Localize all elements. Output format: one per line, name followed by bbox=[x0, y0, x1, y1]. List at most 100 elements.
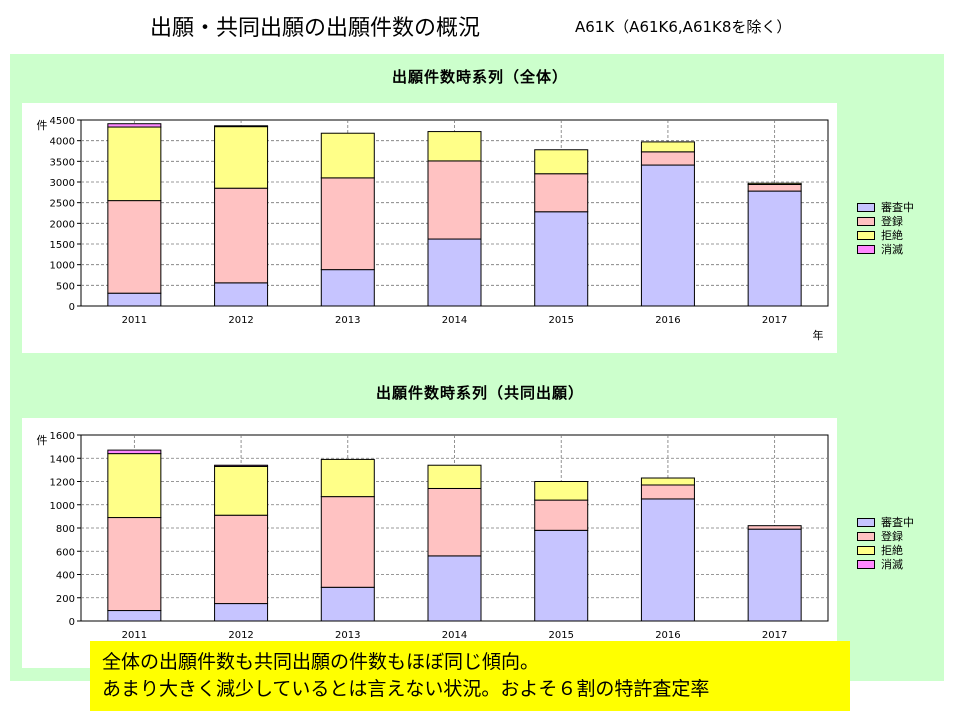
joint-ytick-label: 1000 bbox=[50, 501, 75, 512]
joint-bar-2016-拒絶 bbox=[640, 477, 695, 486]
joint-ytick-label: 1600 bbox=[50, 431, 75, 442]
joint-legend-swatch bbox=[857, 545, 875, 555]
chart-overall: 0 500 1000 1500 2000 2500 3000 3500 4000 4500 2011… bbox=[22, 103, 837, 353]
overall-legend-label: 審査中 bbox=[881, 201, 914, 214]
overall-bar-2013-登録 bbox=[320, 177, 375, 271]
overall-bar-2012-消滅 bbox=[214, 125, 269, 128]
overall-legend-item: 登録 bbox=[857, 214, 914, 228]
overall-ylabel: 件 bbox=[37, 119, 48, 132]
joint-ytick-label: 1200 bbox=[50, 478, 75, 489]
summary-box: 全体の出願件数も共同出願の件数もほぼ同じ傾向。 あまり大きく減少しているとは言え… bbox=[90, 641, 850, 711]
overall-legend-label: 拒絶 bbox=[881, 229, 903, 242]
joint-legend-label: 登録 bbox=[881, 530, 903, 543]
overall-ytick-label: 500 bbox=[56, 281, 75, 292]
overall-bar-2014-拒絶 bbox=[427, 131, 482, 162]
overall-legend-label: 登録 bbox=[881, 215, 903, 228]
overall-bar-2011-消滅 bbox=[107, 123, 162, 128]
overall-legend-item: 審査中 bbox=[857, 200, 914, 214]
joint-bar-2012-登録 bbox=[214, 514, 269, 605]
overall-ytick-label: 3000 bbox=[50, 178, 75, 189]
joint-xtick-label: 2011 bbox=[122, 630, 147, 641]
joint-ytick-label: 600 bbox=[56, 547, 75, 558]
overall-bar-2015-審査中 bbox=[534, 211, 589, 307]
overall-ytick-label: 2000 bbox=[50, 219, 75, 230]
joint-xtick-label: 2012 bbox=[228, 630, 253, 641]
overall-bar-2011-登録 bbox=[107, 200, 162, 294]
overall-xtick-label: 2011 bbox=[122, 315, 147, 326]
joint-xtick-label: 2017 bbox=[762, 630, 787, 641]
overall-xtick-label: 2013 bbox=[335, 315, 360, 326]
joint-bar-2016-登録 bbox=[640, 484, 695, 500]
summary-line-2: あまり大きく減少しているとは言えない状況。およそ６割の特許査定率 bbox=[102, 678, 710, 700]
overall-legend-swatch bbox=[857, 244, 875, 254]
joint-legend-label: 消滅 bbox=[881, 558, 903, 571]
joint-bar-2012-消滅 bbox=[214, 464, 269, 467]
joint-bar-2017-審査中 bbox=[747, 528, 802, 622]
joint-ytick-label: 400 bbox=[56, 571, 75, 582]
overall-bar-2014-審査中 bbox=[427, 238, 482, 307]
joint-bar-2013-登録 bbox=[320, 496, 375, 588]
joint-legend-item: 消滅 bbox=[857, 557, 914, 571]
joint-bar-2011-消滅 bbox=[107, 449, 162, 455]
joint-ytick-label: 200 bbox=[56, 594, 75, 605]
joint-xtick-label: 2013 bbox=[335, 630, 360, 641]
joint-bar-2015-登録 bbox=[534, 499, 589, 531]
overall-bar-2015-拒絶 bbox=[534, 149, 589, 175]
joint-ytick-label: 1400 bbox=[50, 454, 75, 465]
chart-overall-svg: 0 500 1000 1500 2000 2500 3000 3500 4000 4500 2011… bbox=[37, 116, 829, 342]
overall-bar-2013-審査中 bbox=[320, 269, 375, 307]
overall-bar-2017-登録 bbox=[747, 183, 802, 192]
overall-bar-2016-拒絶 bbox=[640, 141, 695, 153]
joint-bar-2017-登録 bbox=[747, 525, 802, 530]
legend-joint: 審査中 登録 拒絶 消滅 bbox=[857, 515, 914, 571]
joint-bar-2014-登録 bbox=[427, 487, 482, 557]
joint-ytick-label: 0 bbox=[69, 617, 75, 628]
joint-legend-swatch bbox=[857, 517, 875, 527]
overall-legend-item: 拒絶 bbox=[857, 228, 914, 242]
joint-legend-item: 審査中 bbox=[857, 515, 914, 529]
overall-ytick-label: 0 bbox=[69, 302, 75, 313]
overall-legend-label: 消滅 bbox=[881, 243, 903, 256]
summary-line-1: 全体の出願件数も共同出願の件数もほぼ同じ傾向。 bbox=[102, 651, 540, 673]
joint-legend-swatch bbox=[857, 559, 875, 569]
overall-legend-swatch bbox=[857, 230, 875, 240]
joint-bar-2015-審査中 bbox=[534, 529, 589, 622]
overall-ytick-label: 4500 bbox=[50, 116, 75, 127]
overall-bar-2012-拒絶 bbox=[214, 126, 269, 189]
overall-ytick-label: 1000 bbox=[50, 261, 75, 272]
overall-xtick-label: 2015 bbox=[548, 315, 573, 326]
overall-xtick-label: 2014 bbox=[442, 315, 467, 326]
chart-title-overall: 出願件数時系列（全体） bbox=[391, 68, 568, 86]
overall-bar-2016-登録 bbox=[640, 151, 695, 166]
overall-bar-2013-拒絶 bbox=[320, 132, 375, 179]
overall-xtick-label: 2016 bbox=[655, 315, 680, 326]
overall-xtick-label: 2017 bbox=[762, 315, 787, 326]
joint-xtick-label: 2015 bbox=[548, 630, 573, 641]
joint-ylabel: 件 bbox=[37, 434, 48, 447]
joint-legend-label: 審査中 bbox=[881, 516, 914, 529]
overall-bar-2015-登録 bbox=[534, 173, 589, 213]
joint-bar-2014-審査中 bbox=[427, 555, 482, 622]
joint-legend-label: 拒絶 bbox=[881, 544, 903, 557]
joint-bar-2014-拒絶 bbox=[427, 464, 482, 489]
joint-xtick-label: 2016 bbox=[655, 630, 680, 641]
overall-bar-2014-登録 bbox=[427, 160, 482, 240]
page-title: 出願・共同出願の出願件数の概況 bbox=[150, 16, 481, 41]
joint-bar-2013-拒絶 bbox=[320, 458, 375, 498]
joint-legend-item: 拒絶 bbox=[857, 543, 914, 557]
joint-bar-2012-拒絶 bbox=[214, 465, 269, 516]
overall-bar-2017-拒絶 bbox=[747, 182, 802, 185]
joint-legend-swatch bbox=[857, 531, 875, 541]
overall-xtick-label: 2012 bbox=[228, 315, 253, 326]
joint-bar-2013-審査中 bbox=[320, 586, 375, 622]
overall-xlabel: 年 bbox=[813, 328, 824, 342]
joint-bar-2016-審査中 bbox=[640, 498, 695, 622]
joint-legend-item: 登録 bbox=[857, 529, 914, 543]
joint-bar-2015-拒絶 bbox=[534, 481, 589, 501]
overall-legend-swatch bbox=[857, 216, 875, 226]
overall-bar-2012-審査中 bbox=[214, 282, 269, 307]
page-subtitle: A61K（A61K6,A61K8を除く） bbox=[575, 18, 792, 36]
overall-ytick-label: 3500 bbox=[50, 157, 75, 168]
overall-bar-2011-拒絶 bbox=[107, 126, 162, 202]
joint-ytick-label: 800 bbox=[56, 524, 75, 535]
